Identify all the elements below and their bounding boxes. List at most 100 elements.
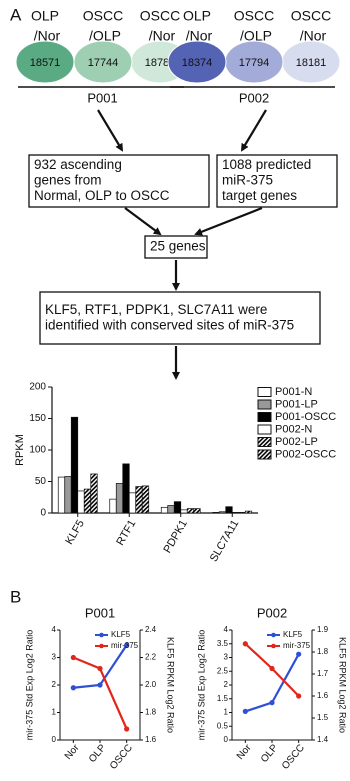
legend-marker: [271, 632, 276, 638]
point: [70, 654, 76, 661]
bar: [57, 476, 66, 514]
x-tick-label: OLP: [259, 742, 281, 765]
y-tick-label: 0.5: [217, 721, 229, 730]
legend-marker: [99, 632, 104, 638]
point: [296, 693, 302, 699]
bar: [109, 498, 117, 514]
bar: [77, 490, 85, 514]
panel-label: B: [10, 587, 21, 606]
flow-box: [28, 154, 210, 208]
legend-label: mir-375: [283, 641, 311, 650]
y2-tick-label: 1.4: [317, 735, 329, 744]
chart-title: P001: [85, 605, 115, 620]
x-tick-label: SLC7A11: [208, 518, 242, 564]
point: [296, 651, 302, 657]
venn-circle: [167, 40, 227, 84]
y2-axis-label: KLF5 RPKM Log2 Ratio: [338, 637, 348, 733]
y-tick-label: 1.5: [217, 694, 229, 703]
y-tick-label: 4: [52, 625, 57, 634]
y-tick-label: 100: [29, 445, 46, 456]
bar: [70, 416, 79, 514]
box-text: genes from: [34, 173, 102, 188]
legend-swatch: [257, 387, 272, 397]
venn-header: OSCC: [83, 8, 123, 24]
point: [70, 685, 76, 691]
legend-swatch: [257, 424, 272, 435]
legend-label: P001-LP: [275, 398, 318, 410]
box-text: KLF5, RTF1, PDPK1, SLC7A11 were: [45, 302, 267, 317]
legend-swatch: [257, 412, 272, 422]
y2-axis-label: KLF5 RPKM Log2 Ratio: [166, 637, 176, 733]
legend-label: P001-N: [275, 386, 312, 398]
y-tick-label: 1: [52, 708, 57, 717]
point: [242, 641, 248, 647]
bar: [180, 509, 188, 514]
y2-tick-label: 1.6: [145, 735, 157, 744]
panel-label: A: [10, 5, 22, 24]
y2-tick-label: 2.2: [145, 653, 157, 662]
bar: [212, 512, 220, 514]
venn-count: 17794: [239, 57, 270, 69]
bar: [128, 492, 137, 514]
bar: [160, 506, 169, 514]
y-axis-label: mir-375 Std Exp Log2 Ratio: [24, 630, 34, 741]
y2-tick-label: 1.9: [317, 625, 329, 634]
legend-label: P002-N: [275, 423, 312, 435]
point: [124, 726, 130, 732]
chart-title: P002: [257, 605, 287, 620]
venn-header: /Nor: [149, 28, 176, 44]
venn-circle: [15, 40, 75, 84]
bar: [115, 483, 124, 514]
y2-tick-label: 2.4: [145, 625, 157, 634]
venn-header: OSCC: [291, 8, 331, 24]
y-tick-label: 0: [52, 735, 57, 744]
y-tick-label: 150: [29, 413, 46, 424]
bar: [83, 488, 92, 514]
legend-label: P002-LP: [275, 436, 318, 448]
venn-count: 18181: [296, 57, 327, 69]
group-name: P002: [239, 90, 269, 105]
box-text: miR-375: [222, 173, 273, 188]
arrow: [240, 109, 267, 152]
x-tick-label: RTF1: [114, 518, 138, 548]
point: [242, 708, 248, 715]
legend-swatch: [257, 399, 272, 410]
x-tick-label: Nor: [235, 742, 254, 762]
y2-tick-label: 1.8: [317, 647, 329, 656]
y-tick-label: 2: [224, 680, 229, 689]
y-tick-label: 3: [224, 653, 229, 662]
point: [124, 642, 130, 648]
bar: [238, 512, 246, 514]
y-tick-label: 200: [29, 382, 46, 393]
point: [97, 682, 103, 688]
arrow: [97, 109, 124, 152]
venn-header: OSCC: [234, 8, 274, 24]
x-tick-label: OSCC: [108, 743, 135, 772]
box-text: identified with conserved sites of miR-3…: [45, 317, 294, 332]
y-tick-label: 3.5: [217, 639, 229, 648]
bar: [135, 486, 143, 514]
bar: [167, 505, 175, 514]
y-tick-label: 4: [224, 625, 229, 634]
y-tick-label: 2.5: [217, 666, 229, 675]
venn-header: OSCC: [140, 8, 180, 24]
y2-tick-label: 1.6: [317, 691, 329, 700]
y2-tick-label: 2.0: [145, 680, 157, 689]
arrows: [97, 109, 267, 380]
venn-header: /Nor: [300, 28, 327, 44]
x-tick-label: KLF5: [63, 518, 87, 547]
venn-count: 18571: [30, 57, 61, 69]
venn-count: 18374: [182, 57, 213, 69]
legend-label: P001-OSCC: [275, 411, 336, 423]
y-tick-label: 0: [224, 735, 229, 744]
bar: [186, 508, 195, 514]
box-text: target genes: [222, 188, 297, 203]
venn-header: /Nor: [186, 28, 213, 44]
bar: [193, 508, 201, 514]
bar: [244, 510, 253, 514]
y2-tick-label: 1.5: [317, 713, 329, 722]
legend-marker: [99, 643, 104, 649]
venn-count: 17744: [88, 57, 119, 69]
bar: [173, 501, 182, 514]
